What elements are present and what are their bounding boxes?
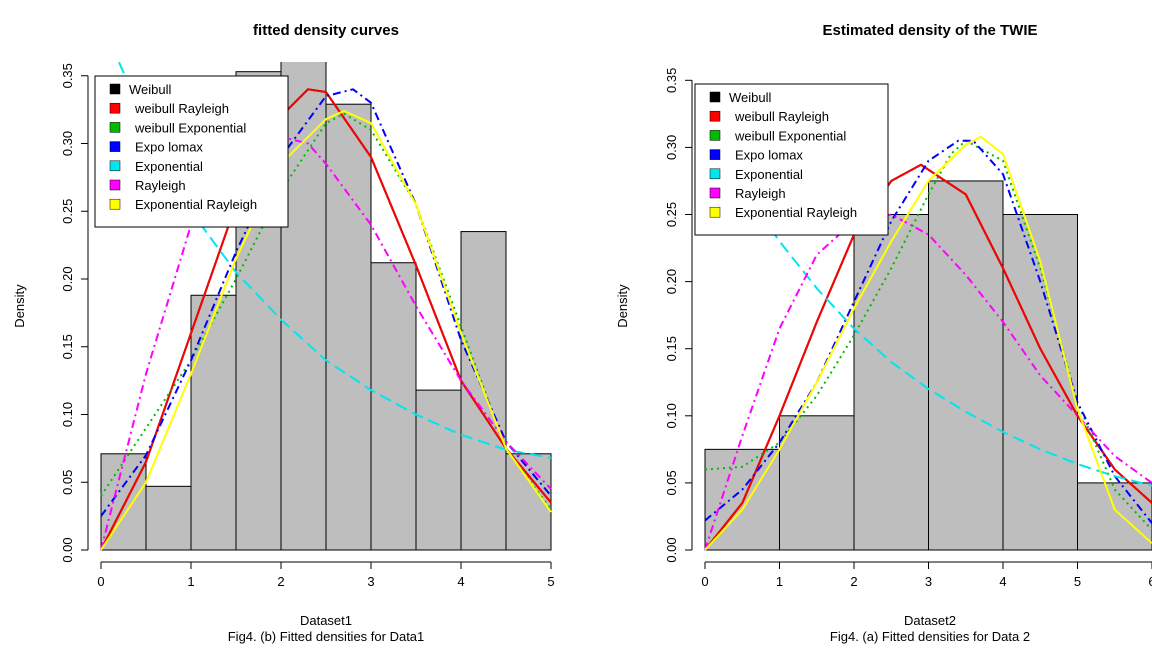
x-tick-label: 5	[547, 574, 554, 589]
legend-swatch	[110, 103, 120, 113]
y-tick-label: 0.25	[60, 199, 75, 224]
legend-label: weibull Rayleigh	[134, 101, 229, 116]
x-tick-label: 2	[850, 574, 857, 589]
legend-label: Exponential Rayleigh	[735, 205, 857, 220]
legend-swatch	[110, 142, 120, 152]
legend-label: Exponential	[135, 159, 203, 174]
x-tick-label: 2	[277, 574, 284, 589]
histogram-bar	[146, 486, 191, 550]
legend-swatch	[710, 92, 720, 102]
legend-label: Rayleigh	[135, 178, 186, 193]
histogram-bar	[854, 215, 929, 551]
legend-swatch	[710, 130, 720, 140]
y-tick-label: 0.30	[664, 135, 679, 160]
legend-label: Expo lomax	[735, 148, 803, 163]
histogram-bar	[416, 390, 461, 550]
legend-swatch	[710, 188, 720, 198]
y-tick-label: 0.20	[60, 266, 75, 291]
x-axis-label: Dataset1	[300, 613, 352, 628]
y-tick-label: 0.05	[664, 470, 679, 495]
x-tick-label: 0	[701, 574, 708, 589]
y-tick-label: 0.15	[664, 336, 679, 361]
legend-swatch	[710, 169, 720, 179]
legend-label: weibull Exponential	[734, 128, 846, 143]
legend-label: Rayleigh	[735, 186, 786, 201]
y-axis-label: Density	[615, 284, 630, 328]
figure-caption: Fig4. (b) Fitted densities for Data1	[228, 629, 425, 644]
histogram-bar	[929, 181, 1004, 550]
legend-label: weibull Exponential	[134, 120, 246, 135]
y-axis-label: Density	[12, 284, 27, 328]
y-tick-label: 0.00	[664, 537, 679, 562]
x-axis-label: Dataset2	[904, 613, 956, 628]
y-tick-label: 0.30	[60, 131, 75, 156]
y-tick-label: 0.10	[60, 402, 75, 427]
x-tick-label: 3	[925, 574, 932, 589]
figure-caption: Fig4. (a) Fitted densities for Data 2	[830, 629, 1030, 644]
x-axis: 0 1 2 3 4 5	[97, 562, 554, 589]
legend-swatch	[710, 111, 720, 121]
legend-label: Weibull	[729, 90, 772, 105]
legend-swatch	[110, 161, 120, 171]
y-tick-label: 0.35	[664, 68, 679, 93]
x-tick-label: 1	[187, 574, 194, 589]
legend-swatch	[710, 150, 720, 160]
x-axis: 0 1 2 3 4 5 6	[701, 562, 1152, 589]
legend-swatch	[110, 199, 120, 209]
y-tick-label: 0.25	[664, 202, 679, 227]
y-tick-label: 0.20	[664, 269, 679, 294]
histogram-bar	[371, 263, 416, 550]
legend-swatch	[710, 207, 720, 217]
x-tick-label: 0	[97, 574, 104, 589]
histogram-bar	[780, 416, 855, 550]
y-tick-label: 0.35	[60, 63, 75, 88]
y-tick-label: 0.10	[664, 403, 679, 428]
legend-label: Weibull	[129, 82, 172, 97]
chart-title: Estimated density of the TWIE	[822, 22, 1037, 39]
y-tick-label: 0.00	[60, 537, 75, 562]
chart-panel-2: 0 1 2 3 4 5 6 0.00 0.05 0.10 0.15 0.20 0.25 0.30 0.35 E…	[615, 22, 1152, 644]
legend: Weibull weibull Rayleigh weibull Exponenti…	[695, 84, 888, 235]
y-axis: 0.00 0.05 0.10 0.15 0.20 0.25 0.30 0.35	[664, 68, 692, 563]
y-tick-label: 0.05	[60, 470, 75, 495]
histogram-bar	[326, 104, 371, 550]
x-tick-label: 4	[457, 574, 464, 589]
legend-label: Exponential Rayleigh	[135, 197, 257, 212]
legend-swatch	[110, 84, 120, 94]
legend-swatch	[110, 180, 120, 190]
legend: Weibull weibull Rayleigh weibull Exponenti…	[95, 76, 288, 227]
legend-swatch	[110, 122, 120, 132]
chart-title: fitted density curves	[253, 22, 399, 39]
x-tick-label: 6	[1148, 574, 1152, 589]
y-axis: 0.00 0.05 0.10 0.15 0.20 0.25 0.30 0.35	[60, 63, 88, 563]
y-tick-label: 0.15	[60, 334, 75, 359]
chart-panel-1: 0 1 2 3 4 5 0.00 0.05 0.10 0.15 0.20 0.25 0.30 0.35 fi…	[12, 22, 555, 644]
x-tick-label: 3	[367, 574, 374, 589]
legend-label: Expo lomax	[135, 140, 203, 155]
x-tick-label: 4	[999, 574, 1006, 589]
legend-label: Exponential	[735, 167, 803, 182]
histogram-bar	[191, 295, 236, 550]
x-tick-label: 5	[1074, 574, 1081, 589]
legend-label: weibull Rayleigh	[734, 109, 829, 124]
x-tick-label: 1	[776, 574, 783, 589]
